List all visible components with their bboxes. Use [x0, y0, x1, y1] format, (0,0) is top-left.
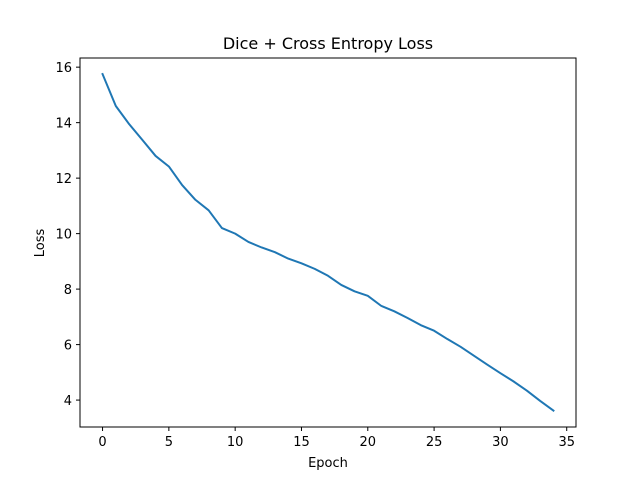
loss-series-line [101, 72, 555, 413]
x-axis: 0 5 10 15 20 25 30 35 [98, 427, 575, 450]
plot-area [101, 72, 555, 413]
plot-frame [79, 57, 577, 428]
y-tick-label: 16 [55, 61, 72, 76]
x-tick-label: 25 [426, 435, 443, 450]
x-tick-label: 0 [98, 435, 106, 450]
x-tick-label: 15 [293, 435, 310, 450]
y-tick-label: 12 [55, 172, 72, 187]
y-tick-label: 6 [64, 339, 72, 354]
chart-title: Dice + Cross Entropy Loss [223, 34, 433, 53]
x-tick-label: 35 [558, 435, 575, 450]
y-tick-label: 14 [55, 117, 72, 132]
x-axis-label: Epoch [308, 456, 348, 471]
y-axis-label: Loss [33, 229, 48, 258]
y-tick-label: 4 [64, 394, 72, 409]
x-tick-label: 10 [227, 435, 244, 450]
x-tick-label: 20 [360, 435, 377, 450]
x-tick-label: 30 [492, 435, 509, 450]
y-tick-label: 10 [55, 228, 72, 243]
x-tick-label: 5 [165, 435, 173, 450]
y-tick-label: 8 [64, 283, 72, 298]
y-axis: 4 6 8 10 12 14 16 [55, 61, 80, 409]
